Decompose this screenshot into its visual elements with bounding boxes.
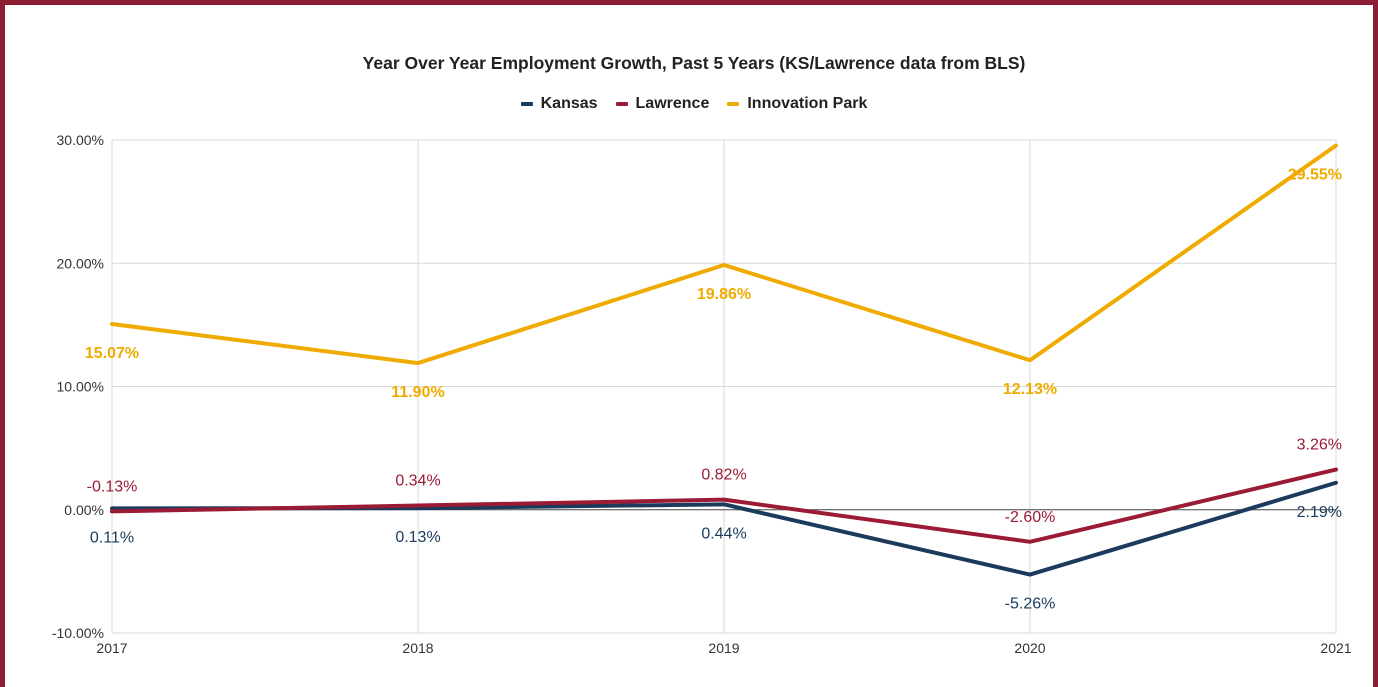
legend-label-innovation-park: Innovation Park xyxy=(747,95,868,112)
y-tick-label: 0.00% xyxy=(64,502,104,518)
x-tick-label: 2018 xyxy=(402,640,433,656)
data-label-kansas: 0.13% xyxy=(395,529,440,546)
y-tick-label: 30.00% xyxy=(57,132,104,148)
data-label-lawrence: 0.34% xyxy=(395,473,440,490)
y-tick-label: 10.00% xyxy=(57,379,104,395)
data-label-innovation-park: 29.55% xyxy=(1288,167,1342,184)
data-label-lawrence: -0.13% xyxy=(87,478,138,495)
data-label-kansas: -5.26% xyxy=(1005,596,1056,613)
y-tick-label: 20.00% xyxy=(57,255,104,271)
x-tick-label: 2020 xyxy=(1014,640,1045,656)
data-label-lawrence: 0.82% xyxy=(701,467,746,484)
legend: Kansas Lawrence Innovation Park xyxy=(5,95,1378,113)
legend-item-kansas[interactable]: Kansas xyxy=(520,95,598,113)
data-label-lawrence: -2.60% xyxy=(1005,509,1056,526)
data-label-innovation-park: 19.86% xyxy=(697,286,751,303)
legend-swatch-lawrence xyxy=(615,102,628,106)
x-tick-label: 2021 xyxy=(1320,640,1351,656)
chart-title: Year Over Year Employment Growth, Past 5… xyxy=(362,53,1026,73)
data-label-innovation-park: 11.90% xyxy=(391,384,444,401)
legend-item-lawrence[interactable]: Lawrence xyxy=(615,95,710,113)
data-label-kansas: 0.11% xyxy=(90,529,134,546)
data-label-kansas: 2.19% xyxy=(1297,504,1342,521)
data-label-lawrence: 3.26% xyxy=(1297,437,1342,454)
legend-swatch-innovation-park xyxy=(727,102,740,106)
series-line-innovation-park xyxy=(110,143,1338,366)
y-tick-label: -10.00% xyxy=(52,625,104,641)
legend-label-kansas: Kansas xyxy=(540,95,598,112)
data-label-kansas: 0.44% xyxy=(701,525,746,542)
series-line-lawrence xyxy=(110,467,1338,544)
legend-item-innovation-park[interactable]: Innovation Park xyxy=(727,95,867,113)
legend-label-lawrence: Lawrence xyxy=(635,95,710,112)
x-tick-label: 2019 xyxy=(708,640,739,656)
x-tick-label: 2017 xyxy=(96,640,127,656)
legend-swatch-kansas xyxy=(520,102,533,106)
data-label-innovation-park: 15.07% xyxy=(85,345,139,362)
data-label-innovation-park: 12.13% xyxy=(1003,381,1057,398)
